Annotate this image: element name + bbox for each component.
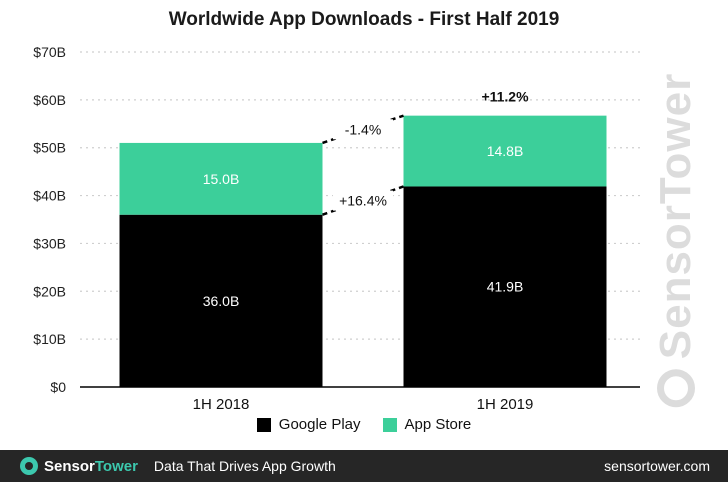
bars: 36.0B 15.0B 41.9B 14.8B bbox=[119, 115, 607, 387]
legend: Google Play App Store bbox=[0, 416, 728, 433]
x-axis-categories: 1H 2018 1H 2019 bbox=[193, 396, 534, 413]
y-axis-ticks: $0 $10B $20B $30B $40B $50B $60B $70B bbox=[33, 44, 66, 395]
footer-logo: SensorTower bbox=[20, 457, 138, 475]
bar-value-label: 14.8B bbox=[487, 143, 524, 159]
legend-item-google-play: Google Play bbox=[256, 416, 361, 433]
y-tick-label: $40B bbox=[33, 188, 66, 204]
footer-tagline: Data That Drives App Growth bbox=[153, 458, 336, 474]
footer-url[interactable]: sensortower.com bbox=[604, 458, 710, 474]
app-store-change-label-bg bbox=[333, 119, 393, 140]
legend-swatch bbox=[382, 417, 397, 432]
google-play-change-label-bg bbox=[333, 190, 393, 211]
total-change-label: +11.2% bbox=[481, 89, 529, 105]
chart-plot: $0 $10B $20B $30B $40B $50B $60B $70B 36.0B 15.0… bbox=[33, 44, 640, 413]
sensortower-footer-logo-icon bbox=[20, 457, 38, 475]
y-tick-label: $70B bbox=[33, 44, 66, 60]
bar-segment-google-play bbox=[119, 214, 323, 387]
bar-value-label: 36.0B bbox=[203, 293, 240, 309]
bar-value-label: 15.0B bbox=[203, 171, 240, 187]
y-tick-label: $20B bbox=[33, 283, 66, 299]
y-tick-label: $50B bbox=[33, 140, 66, 156]
bar-segment-google-play bbox=[403, 186, 607, 387]
y-tick-label: $0 bbox=[50, 379, 66, 395]
legend-item-app-store: App Store bbox=[382, 416, 472, 433]
x-category-label: 1H 2019 bbox=[477, 396, 534, 413]
x-category-label: 1H 2018 bbox=[193, 396, 250, 413]
bar-segment-app-store bbox=[119, 142, 323, 215]
app-store-change-label: -1.4% bbox=[345, 121, 382, 137]
bar-value-label: 41.9B bbox=[487, 279, 524, 295]
legend-label: Google Play bbox=[278, 416, 361, 433]
footer-brand-sensor: Sensor bbox=[44, 457, 95, 475]
legend-swatch bbox=[256, 417, 271, 432]
change-connectors: -1.4% +16.4% +11.2% bbox=[322, 89, 529, 216]
chart-title: Worldwide App Downloads - First Half 201… bbox=[168, 9, 560, 30]
y-tick-label: $10B bbox=[33, 331, 66, 347]
bar-segment-app-store bbox=[403, 115, 607, 187]
footer-bar: SensorTower Data That Drives App Growth … bbox=[0, 450, 728, 482]
google-play-change-label: +16.4% bbox=[339, 193, 387, 209]
y-tick-label: $60B bbox=[33, 92, 66, 108]
y-tick-label: $30B bbox=[33, 235, 66, 251]
legend-label: App Store bbox=[404, 416, 472, 433]
footer-brand-tower: Tower bbox=[94, 457, 138, 475]
